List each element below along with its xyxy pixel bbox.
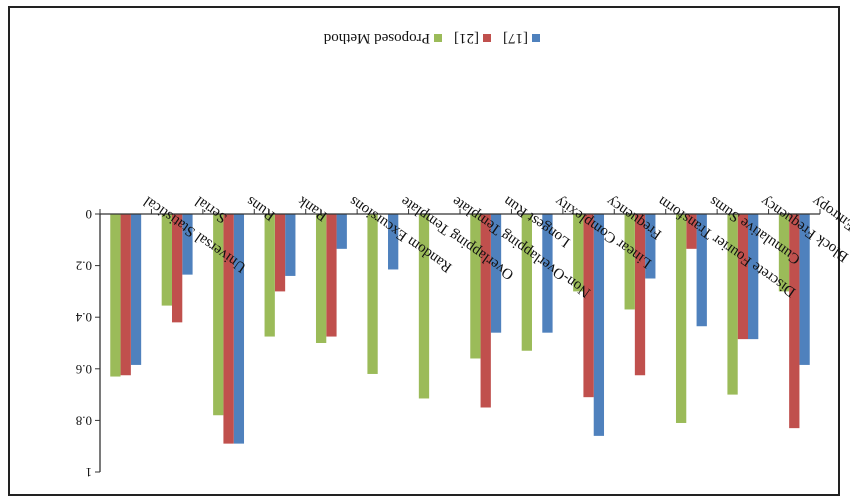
bar-2-7 <box>480 214 491 408</box>
y-tick-label: 0.6 <box>75 362 92 377</box>
legend-swatch-3 <box>434 34 442 42</box>
legend-label-1: [17] <box>503 30 528 46</box>
bar-1-3 <box>696 214 707 327</box>
bar-3-12 <box>213 214 224 416</box>
bar-2-11 <box>274 214 286 292</box>
bar-3-6 <box>521 214 532 351</box>
bar-1-5 <box>593 214 605 436</box>
y-tick-label: 0.2 <box>76 259 92 274</box>
bar-1-11 <box>285 214 296 276</box>
bar-3-2 <box>727 214 738 395</box>
bar-3-7 <box>470 214 481 359</box>
y-tick-label: 0 <box>86 207 93 222</box>
bar-2-13 <box>171 214 183 323</box>
bar-2-4 <box>634 214 646 376</box>
bar-3-9 <box>367 214 378 374</box>
category-label: Serial <box>192 193 230 226</box>
bar-2-12 <box>223 214 234 444</box>
bar-3-10 <box>315 214 327 343</box>
bar-2-5 <box>583 214 594 398</box>
category-label: Rank <box>295 192 331 224</box>
legend-swatch-1 <box>532 34 540 42</box>
y-ticks-layer: 0 0.2 0.4 0.6 0.8 1 <box>75 207 100 480</box>
bar-1-7 <box>490 214 502 333</box>
category-label: Runs <box>244 193 279 224</box>
bar-3-4 <box>624 214 635 310</box>
bar-1-6 <box>542 214 553 333</box>
legend-label-2: [21] <box>454 30 479 46</box>
bar-1-9 <box>388 214 399 270</box>
bar-3-14 <box>110 214 121 377</box>
bar-2-14 <box>120 214 131 376</box>
chart-root: 00.20.40.60.81 Approximate EntropyBlock … <box>75 30 850 480</box>
bar-1-14 <box>130 214 142 365</box>
y-tick-label: 0.8 <box>76 413 92 428</box>
bar-3-5 <box>573 214 584 292</box>
legend-label-3: Proposed Method <box>323 30 430 46</box>
y-tick-label: 0.4 <box>75 310 92 325</box>
y-tick-label: 1 <box>86 465 93 480</box>
bar-1-2 <box>748 214 759 340</box>
bars-layer <box>110 214 810 444</box>
bar-2-1 <box>789 214 800 429</box>
bar-3-11 <box>264 214 275 337</box>
bar-1-4 <box>645 214 656 279</box>
axes-layer <box>99 209 821 472</box>
bar-2-10 <box>326 214 337 337</box>
legend-swatch-2 <box>483 34 491 42</box>
bar-3-13 <box>161 214 172 306</box>
bar-1-13 <box>182 214 193 275</box>
bar-2-3 <box>686 214 697 249</box>
bar-1-1 <box>799 214 810 365</box>
bar-1-10 <box>336 214 347 249</box>
bar-3-3 <box>675 214 687 423</box>
bar-3-1 <box>778 214 790 292</box>
bar-3-8 <box>418 214 430 399</box>
legend: [17] [21] Proposed Method <box>323 30 540 46</box>
bar-1-12 <box>233 214 245 444</box>
bar-2-2 <box>737 214 749 340</box>
